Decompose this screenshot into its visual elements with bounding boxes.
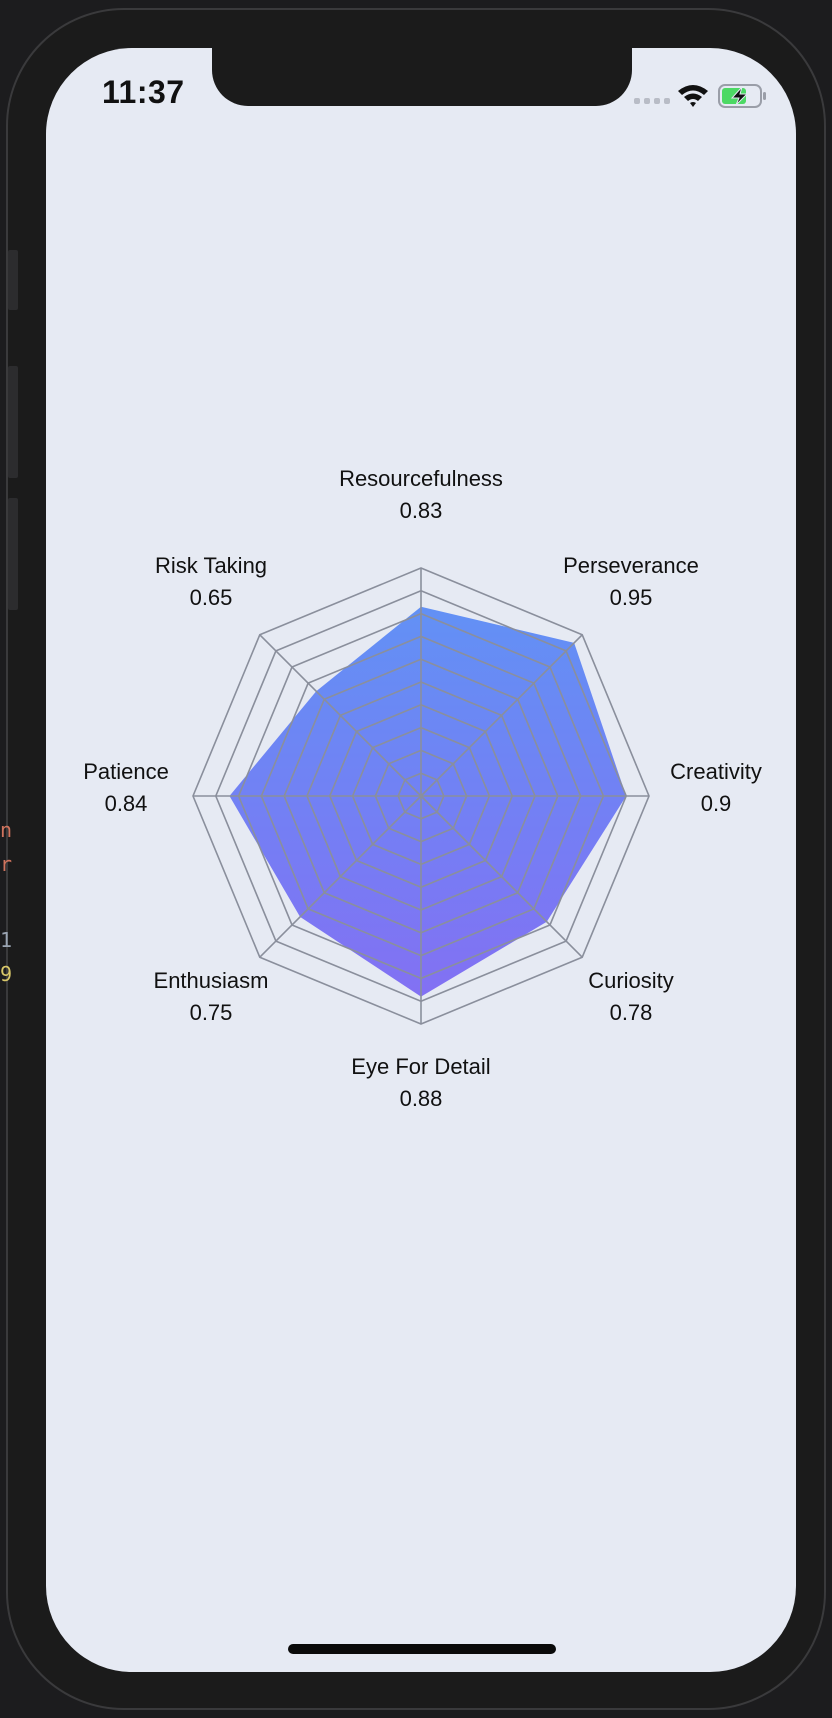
axis-value-label: 0.75 [189, 1000, 233, 1025]
axis-label: Curiosity [588, 968, 674, 993]
side-button [8, 250, 18, 310]
grid-spoke [420, 795, 583, 958]
axis-label: Eye For Detail [351, 1054, 491, 1079]
app-screen: 11:37 Resourcefulness 0.83 Perseverance 0.9… [46, 48, 796, 1672]
notch [212, 48, 632, 106]
axis-value-label: 0.84 [104, 791, 148, 816]
axis-value-label: 0.65 [189, 585, 233, 610]
background-code-char: 9 [0, 962, 13, 986]
axis-value-label: 0.95 [609, 585, 653, 610]
radar-chart [192, 567, 650, 1025]
home-indicator[interactable] [288, 1644, 556, 1654]
grid-spoke [259, 634, 422, 797]
axis-value-label: 0.9 [700, 791, 732, 816]
grid-spoke [420, 634, 583, 797]
side-button [8, 366, 18, 478]
axis-value-label: 0.78 [609, 1000, 653, 1025]
axis-label: Perseverance [563, 553, 699, 578]
wifi-icon [678, 85, 708, 107]
axis-label: Resourcefulness [339, 466, 503, 491]
cellular-dots-icon [634, 98, 670, 104]
axis-label: Creativity [670, 759, 762, 784]
axis-value-label: 0.88 [399, 1086, 443, 1111]
background-code-char: n [0, 818, 13, 842]
status-time: 11:37 [102, 74, 185, 110]
battery-charging-icon [718, 84, 766, 108]
grid-spoke [259, 795, 422, 958]
axis-label: Risk Taking [154, 553, 268, 578]
axis-label: Enthusiasm [153, 968, 269, 993]
background-code-char: 1 [0, 928, 13, 952]
background-code-char: r [0, 852, 13, 876]
axis-label: Patience [83, 759, 169, 784]
side-button [8, 498, 18, 610]
axis-value-label: 0.83 [399, 498, 443, 523]
radar-grid [192, 567, 650, 1025]
